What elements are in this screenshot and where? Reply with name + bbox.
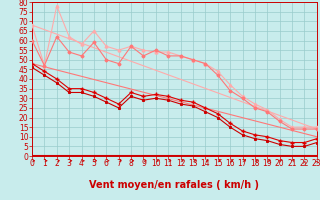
X-axis label: Vent moyen/en rafales ( km/h ): Vent moyen/en rafales ( km/h ) [89,180,260,190]
